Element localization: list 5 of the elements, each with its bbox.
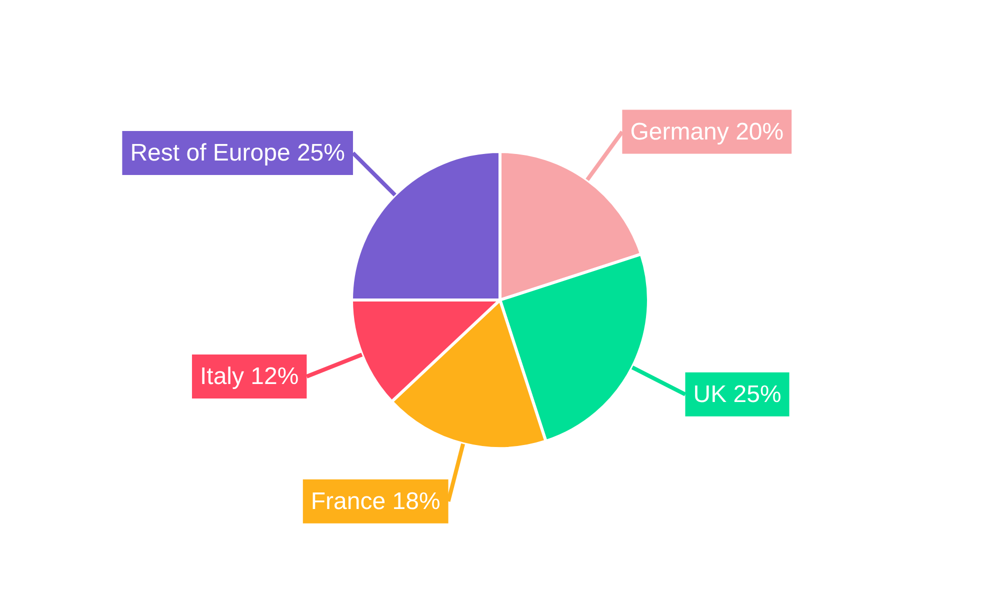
slice-label: Rest of Europe 25% [130,140,345,167]
slice-label: Germany 20% [630,118,784,146]
slice-label: France 18% [310,488,440,515]
slice-label: UK 25% [693,381,782,408]
slice-label: Italy 12% [200,363,299,390]
